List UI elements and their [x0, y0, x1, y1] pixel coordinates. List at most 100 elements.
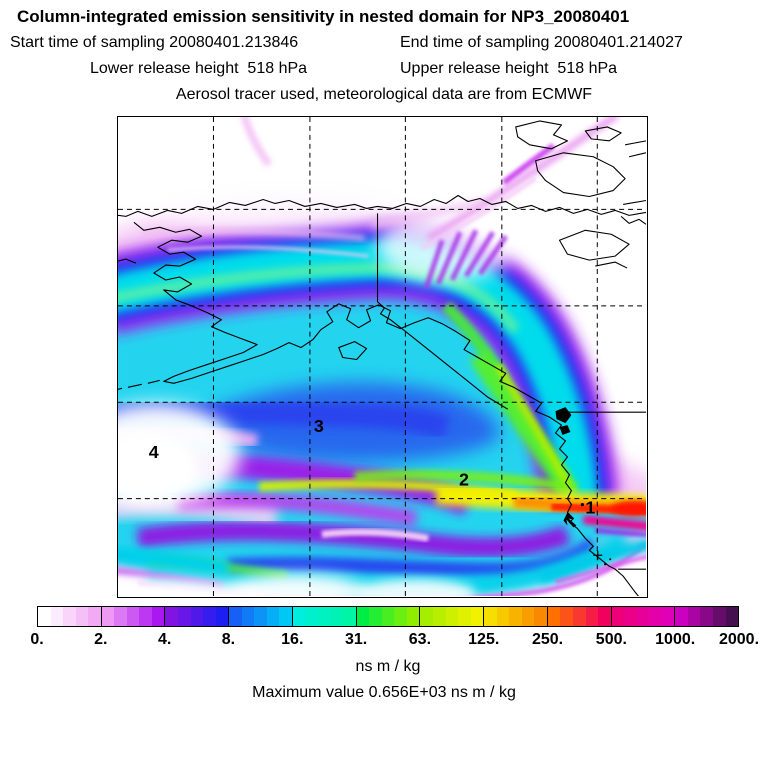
colorbar-cell — [178, 607, 191, 626]
map-marker-label-3: 3 — [314, 416, 324, 436]
map-canvas: 1 2 3 4 — [118, 117, 646, 596]
colorbar-cell — [139, 607, 152, 626]
lower-release-label: Lower release height 518 hPa — [90, 60, 308, 77]
colorbar-cell — [496, 607, 510, 626]
colorbar-tick-label: 2000. — [718, 631, 760, 648]
colorbar-segment — [164, 607, 229, 626]
kodiak-island — [338, 341, 368, 361]
colorbar-tick-label: 4. — [157, 631, 172, 648]
colorbar-cell — [432, 607, 446, 626]
colorbar-cell — [509, 607, 522, 626]
colorbar-cell — [356, 607, 370, 626]
colorbar-segment — [355, 607, 420, 626]
colorbar-cell — [484, 607, 497, 626]
colorbar-cell — [50, 607, 64, 626]
colorbar-cell — [534, 607, 547, 626]
colorbar — [37, 606, 739, 627]
tracer-label: Aerosol tracer used, meteorological data… — [175, 86, 593, 103]
map-panel: 1 2 3 4 — [117, 116, 648, 598]
colorbar-cell — [241, 607, 255, 626]
colorbar-segment — [674, 607, 739, 626]
colorbar-tick-label: 8. — [221, 631, 236, 648]
colorbar-tick-label: 16. — [281, 631, 304, 648]
map-marker-label-4: 4 — [149, 442, 159, 462]
receptor-1-symbol — [563, 512, 577, 528]
map-marker-label-1: 1 — [585, 498, 595, 518]
colorbar-cell — [598, 607, 611, 626]
coast-island-blob — [559, 425, 571, 436]
colorbar-tick-label: 1000. — [655, 631, 696, 648]
colorbar-cell — [406, 607, 420, 626]
colorbar-cell — [75, 607, 89, 626]
border-layer — [376, 213, 646, 570]
colorbar-segment — [546, 607, 611, 626]
page-title: Column-integrated emission sensitivity i… — [17, 7, 630, 26]
colorbar-cell — [101, 607, 115, 626]
colorbar-cell — [649, 607, 662, 626]
end-time-label: End time of sampling 20080401.214027 — [400, 34, 683, 51]
colorbar-cell — [165, 607, 179, 626]
colorbar-segment — [419, 607, 484, 626]
receptor-symbols — [555, 407, 612, 566]
colorbar-cell — [725, 607, 739, 626]
alaska-yukon-border — [376, 213, 509, 410]
colorbar-tick-label: 2. — [94, 631, 108, 648]
colorbar-segment — [100, 607, 165, 626]
colorbar-cell — [151, 607, 165, 626]
colorbar-cell — [624, 607, 637, 626]
colorbar-cell — [675, 607, 688, 626]
colorbar-cell — [229, 607, 242, 626]
receptor-1-dot — [580, 502, 584, 507]
colorbar-tick-label: 125. — [468, 631, 500, 648]
island-layer — [515, 120, 646, 269]
colorbar-tick-label: 31. — [344, 631, 368, 648]
colorbar-segment — [483, 607, 547, 626]
aleutian-islands — [118, 258, 160, 390]
map-marker-label-2: 2 — [459, 470, 469, 490]
colorbar-cell — [254, 607, 267, 626]
colorbar-cell — [330, 607, 344, 626]
colorbar-cell — [343, 607, 356, 626]
colorbar-segment — [228, 607, 292, 626]
colorbar-cell — [215, 607, 229, 626]
city-cross-marker — [593, 550, 603, 560]
colorbar-unit-label: ns m / kg — [355, 658, 421, 675]
colorbar-tick-label: 63. — [408, 631, 432, 648]
colorbar-cell — [266, 607, 280, 626]
colorbar-cell — [381, 607, 395, 626]
colorbar-cell — [458, 607, 471, 626]
city-dot — [604, 563, 607, 566]
city-dot — [609, 558, 612, 561]
colorbar-cell — [420, 607, 433, 626]
colorbar-cell — [88, 607, 101, 626]
colorbar-tick-label: 500. — [595, 631, 627, 648]
colorbar-cell — [687, 607, 701, 626]
colorbar-cell — [661, 607, 675, 626]
colorbar-cell — [560, 607, 573, 626]
colorbar-cell — [521, 607, 535, 626]
max-value-label: Maximum value 0.656E+03 ns m / kg — [252, 684, 516, 701]
colorbar-cell — [63, 607, 76, 626]
colorbar-cell — [700, 607, 713, 626]
colorbar-cell — [305, 607, 319, 626]
colorbar-cell — [203, 607, 216, 626]
colorbar-cell — [394, 607, 407, 626]
coastline-layer — [118, 194, 646, 596]
colorbar-cell — [572, 607, 586, 626]
colorbar-cell — [470, 607, 484, 626]
upper-release-label: Upper release height 518 hPa — [400, 60, 618, 77]
north-coast — [118, 194, 646, 217]
colorbar-cell — [611, 607, 625, 626]
colorbar-cell — [585, 607, 599, 626]
colorbar-cell — [445, 607, 459, 626]
colorbar-tick-label: 0. — [30, 631, 44, 648]
colorbar-segment — [38, 607, 101, 626]
colorbar-tick-labels: 0. 2. 4. 8. 16. 31. 63. 125. 250. 500. 1000. 2000. — [30, 631, 759, 649]
coast-island-blob — [555, 407, 572, 424]
colorbar-tick-label: 250. — [531, 631, 564, 648]
marker-layer: 1 2 3 4 — [149, 416, 596, 517]
colorbar-cell — [114, 607, 127, 626]
colorbar-cell — [190, 607, 204, 626]
colorbar-cell — [712, 607, 726, 626]
